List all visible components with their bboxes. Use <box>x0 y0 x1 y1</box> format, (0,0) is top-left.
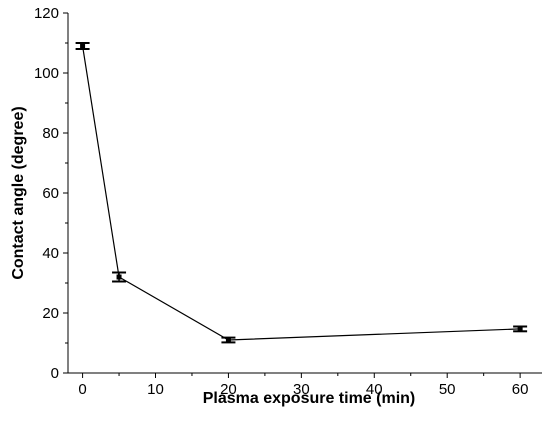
data-point <box>80 43 86 49</box>
y-axis-title: Contact angle (degree) <box>10 106 27 279</box>
x-tick-label: 10 <box>147 381 164 398</box>
series-line <box>81 45 521 341</box>
x-tick-label: 30 <box>293 381 310 398</box>
data-point <box>116 274 122 280</box>
axes <box>67 13 542 374</box>
y-tick-label: 120 <box>34 5 59 22</box>
y-tick-label: 80 <box>42 125 59 142</box>
y-tick-label: 0 <box>51 365 59 382</box>
y-tick-label: 40 <box>42 245 59 262</box>
x-tick-label: 0 <box>78 381 86 398</box>
x-tick-label: 60 <box>512 381 529 398</box>
x-tick-label: 20 <box>220 381 237 398</box>
x-tick-label: 50 <box>439 381 456 398</box>
y-tick-label: 60 <box>42 185 59 202</box>
data-point <box>225 337 231 343</box>
ticks: 0 10 20 30 40 50 60 0 20 40 60 80 100 120 <box>34 5 528 398</box>
data-point <box>517 326 523 332</box>
y-tick-label: 20 <box>42 305 59 322</box>
y-tick-label: 100 <box>34 65 59 82</box>
series-layer <box>75 42 528 344</box>
x-axis-title: Plasma exposure time (min) <box>203 390 416 407</box>
x-tick-label: 40 <box>366 381 383 398</box>
